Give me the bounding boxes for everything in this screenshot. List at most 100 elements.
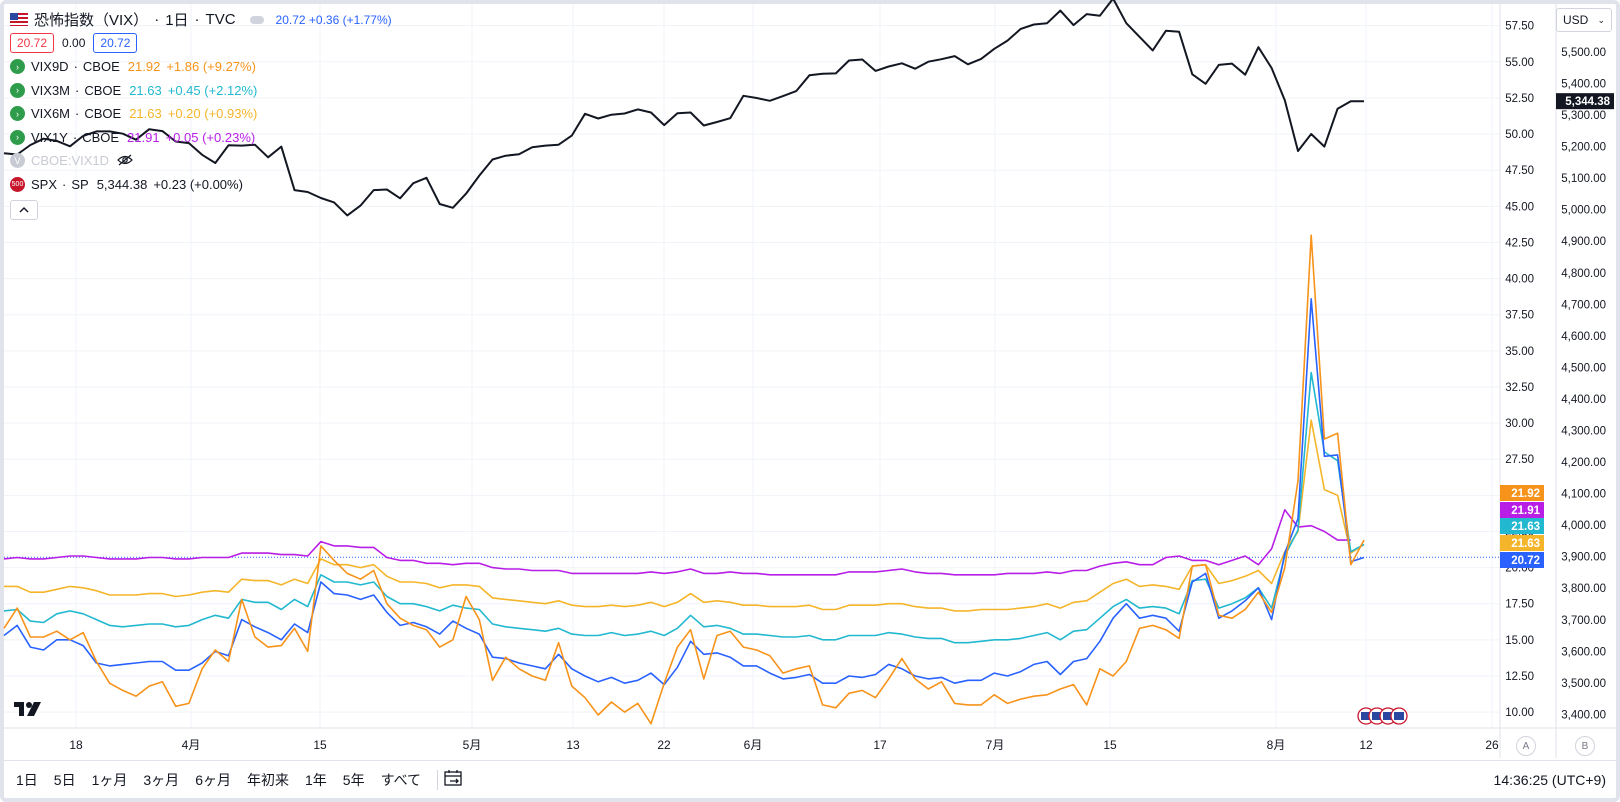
left-axis-tick-label: 57.50: [1505, 21, 1534, 33]
left-axis-tick-label: 15.00: [1505, 635, 1534, 647]
x-tick-label: 22: [657, 738, 671, 752]
right-axis-tick-label: 3,700.00: [1561, 615, 1606, 627]
tradingview-logo-icon[interactable]: [14, 701, 42, 724]
legend-row-vix9d[interactable]: › VIX9D · CBOE 21.92 +1.86 (+9.27%): [10, 55, 392, 79]
series-change: +1.86 (+9.27%): [166, 59, 256, 75]
scale-b-button[interactable]: B: [1575, 736, 1595, 756]
buy-button[interactable]: 20.72: [93, 33, 138, 54]
legend-row-vix1y[interactable]: › VIX1Y · CBOE 21.91 +0.05 (+0.23%): [10, 126, 392, 150]
x-tick-label: 5月: [463, 738, 482, 752]
series-separator: ·: [75, 82, 80, 98]
eye-hidden-icon[interactable]: [117, 153, 133, 169]
left-axis-tick-label: 27.50: [1505, 454, 1534, 466]
series-line-vix9d: [3, 234, 1365, 725]
series-line-vix6m: [4, 419, 1365, 612]
spx-price-tag: [1556, 93, 1614, 110]
series-value: 21.92: [127, 59, 161, 75]
spx-value: 5,344.38: [96, 176, 148, 192]
left-axis-tick-label: 55.00: [1505, 57, 1534, 69]
legend-spx-row[interactable]: 500 SPX · SP 5,344.38 +0.23 (+0.00%): [10, 173, 392, 197]
bottom-toolbar: 1日 5日 1ヶ月 3ヶ月 6ヶ月 年初来 1年 5年 すべて 14:36:25 (UTC+9): [4, 760, 1616, 799]
series-change: +0.45 (+2.12%): [167, 82, 258, 98]
currency-select[interactable]: USD ⌄: [1556, 8, 1612, 32]
collapse-legend-button[interactable]: [10, 200, 38, 220]
value-tag-label: 20.72: [1511, 555, 1540, 567]
value-tag: [1500, 535, 1544, 551]
right-axis-tick-label: 3,500.00: [1561, 678, 1606, 690]
series-symbol[interactable]: VIX1Y: [31, 129, 68, 145]
series-logo-icon: ›: [10, 82, 25, 98]
range-button-7[interactable]: 5年: [342, 772, 365, 788]
spread-value: 0.00: [62, 36, 86, 51]
range-button-4[interactable]: 6ヶ月: [195, 772, 231, 788]
event-flag-icon: [1394, 712, 1404, 720]
left-axis-tick-label: 10.00: [1505, 707, 1534, 719]
legend-hidden-row[interactable]: V CBOE:VIX1D: [10, 149, 392, 173]
symbol-title[interactable]: 恐怖指数（VIX）: [34, 12, 149, 30]
right-axis-tick-label: 4,500.00: [1561, 362, 1606, 374]
legend-row-vix6m[interactable]: › VIX6M · CBOE 21.63 +0.20 (+0.93%): [10, 102, 392, 126]
left-axis-tick-label: 40.00: [1505, 274, 1534, 286]
spx-separator: ·: [62, 176, 67, 192]
range-button-3[interactable]: 3ヶ月: [143, 772, 180, 788]
sell-button[interactable]: 20.72: [10, 33, 55, 54]
date-range-icon[interactable]: [444, 769, 464, 792]
series-logo-icon: ›: [10, 59, 25, 75]
right-axis-tick-label: 4,600.00: [1561, 331, 1606, 343]
right-axis-tick-label: 3,400.00: [1561, 709, 1606, 721]
us-flag-icon: [10, 13, 28, 27]
right-axis-tick-label: 4,700.00: [1561, 299, 1606, 311]
x-tick-label: 17: [873, 738, 887, 752]
value-tag: [1500, 552, 1544, 568]
price-info: 20.72 +0.36 (+1.77%): [275, 12, 392, 27]
series-change: +0.20 (+0.93%): [167, 106, 258, 122]
range-button-5[interactable]: 年初来: [246, 772, 289, 788]
legend-row-vix3m[interactable]: › VIX3M · CBOE 21.63 +0.45 (+2.12%): [10, 79, 392, 103]
right-axis-tick-label: 3,600.00: [1561, 646, 1606, 658]
x-tick-label: 13: [566, 738, 580, 752]
left-axis-tick-label: 45.00: [1505, 201, 1534, 213]
left-axis-tick-label: 50.00: [1505, 129, 1534, 141]
range-button-8[interactable]: すべて: [380, 772, 422, 788]
series-line-vix3m: [3, 371, 1365, 644]
right-axis-tick-label: 3,800.00: [1561, 583, 1606, 595]
series-exchange: CBOE: [84, 82, 122, 98]
x-tick-label: 18: [69, 738, 83, 752]
left-axis-tick-label: 17.50: [1505, 599, 1534, 611]
clock[interactable]: 14:36:25 (UTC+9): [1493, 772, 1606, 788]
value-tag: [1500, 518, 1544, 534]
range-button-1[interactable]: 5日: [53, 772, 76, 788]
series-exchange: CBOE: [84, 106, 122, 122]
range-button-2[interactable]: 1ヶ月: [91, 772, 128, 788]
series-symbol[interactable]: VIX3M: [31, 82, 71, 98]
market-status-icon[interactable]: [249, 15, 264, 24]
range-button-0[interactable]: 1日: [16, 772, 38, 788]
chevron-down-icon: ⌄: [1597, 14, 1605, 25]
right-axis-tick-label: 4,000.00: [1561, 520, 1606, 532]
right-axis-tick-label: 4,200.00: [1561, 457, 1606, 469]
series-symbol[interactable]: VIX9D: [31, 59, 69, 75]
right-axis-tick-label: 5,200.00: [1561, 142, 1606, 154]
series-logo-icon: ›: [10, 106, 25, 122]
series-symbol[interactable]: VIX6M: [31, 106, 71, 122]
legend-main-row: 恐怖指数（VIX） · 1日 · TVC 20.72 +0.36 (+1.77%…: [10, 8, 392, 32]
interval-label[interactable]: 1日: [165, 12, 189, 30]
event-flag-icon: [1372, 712, 1382, 720]
value-tag-label: 21.91: [1511, 505, 1540, 517]
x-tick-label: 8月: [1267, 738, 1286, 752]
left-axis-tick-label: 37.50: [1505, 310, 1534, 322]
exchange-separator: ·: [194, 11, 200, 29]
series-line-vix: [3, 297, 1365, 686]
range-button-6[interactable]: 1年: [304, 772, 327, 788]
series-value: 21.63: [129, 82, 162, 98]
spx-symbol[interactable]: SPX: [31, 176, 58, 192]
value-tag: [1500, 485, 1544, 501]
x-tick-label: 15: [313, 738, 327, 752]
series-logo-icon: ›: [10, 129, 25, 145]
hidden-series-label[interactable]: CBOE:VIX1D: [31, 153, 110, 169]
right-axis-tick-label: 5,000.00: [1561, 205, 1606, 217]
value-tag-label: 21.63: [1511, 538, 1540, 550]
right-axis-tick-label: 5,100.00: [1561, 173, 1606, 185]
scale-a-button[interactable]: A: [1516, 736, 1536, 756]
